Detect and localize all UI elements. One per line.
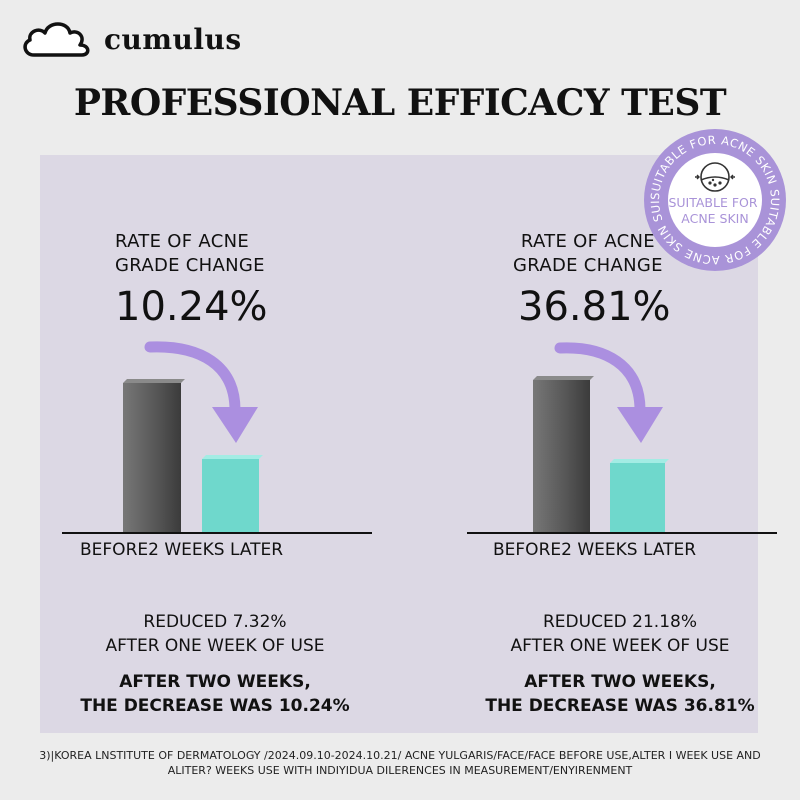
result-column-right: RATE OF ACNE GRADE CHANGE 36.81% BEFORE2… [445, 155, 795, 733]
study-footnote: 3)|KOREA LNSTITUTE OF DERMATOLOGY /2024.… [39, 749, 761, 777]
bar-comparison-chart [467, 342, 777, 534]
bar-comparison-chart [62, 341, 372, 534]
decrease-arrow-head [212, 407, 258, 443]
cloud-icon [23, 22, 90, 57]
rate-label: RATE OF ACNE GRADE CHANGE [115, 231, 265, 276]
rate-value: 36.81% [518, 284, 671, 330]
rate-label: RATE OF ACNE GRADE CHANGE [513, 231, 663, 276]
brand-logo: cumulus [20, 14, 242, 64]
bar-axis-labels: BEFORE2 WEEKS LATER [80, 540, 284, 560]
rate-value: 10.24% [115, 284, 268, 330]
bar-axis-labels: BEFORE2 WEEKS LATER [493, 540, 697, 560]
after-bar-top [610, 459, 669, 463]
two-week-result: AFTER TWO WEEKS, THE DECREASE WAS 10.24% [80, 672, 350, 716]
before-bar [533, 380, 590, 533]
pore-icon [695, 162, 735, 192]
before-bar [123, 383, 181, 533]
before-bar-top [123, 379, 185, 383]
results-panel: RATE OF ACNE GRADE CHANGE 10.24% BEFORE2… [40, 155, 777, 733]
svg-text:SUITABLE FOR ACNE SKIN: SUITABLE FOR ACNE SKIN [668, 195, 761, 226]
after-bar [202, 459, 259, 533]
after-bar-top [202, 455, 263, 459]
two-week-result: AFTER TWO WEEKS, THE DECREASE WAS 36.81% [485, 672, 755, 716]
badge-line-2: ACNE SKIN [681, 211, 748, 226]
after-bar [610, 463, 665, 533]
brand-name: cumulus [104, 22, 242, 56]
one-week-result: REDUCED 21.18% AFTER ONE WEEK OF USE [510, 612, 730, 656]
badge-line-1: SUITABLE FOR [668, 195, 757, 210]
result-column-left: RATE OF ACNE GRADE CHANGE 10.24% BEFORE2… [40, 155, 390, 733]
before-bar-top [533, 376, 594, 380]
acne-skin-badge: SUITABLE FOR ACNE SKIN SUITABLE FOR ACNE… [643, 128, 786, 271]
page-title: PROFESSIONAL EFFICACY TEST [73, 82, 727, 124]
decrease-arrow-head [617, 407, 663, 443]
one-week-result: REDUCED 7.32% AFTER ONE WEEK OF USE [105, 612, 325, 656]
decrease-arrow [144, 341, 241, 416]
decrease-arrow [554, 342, 646, 416]
